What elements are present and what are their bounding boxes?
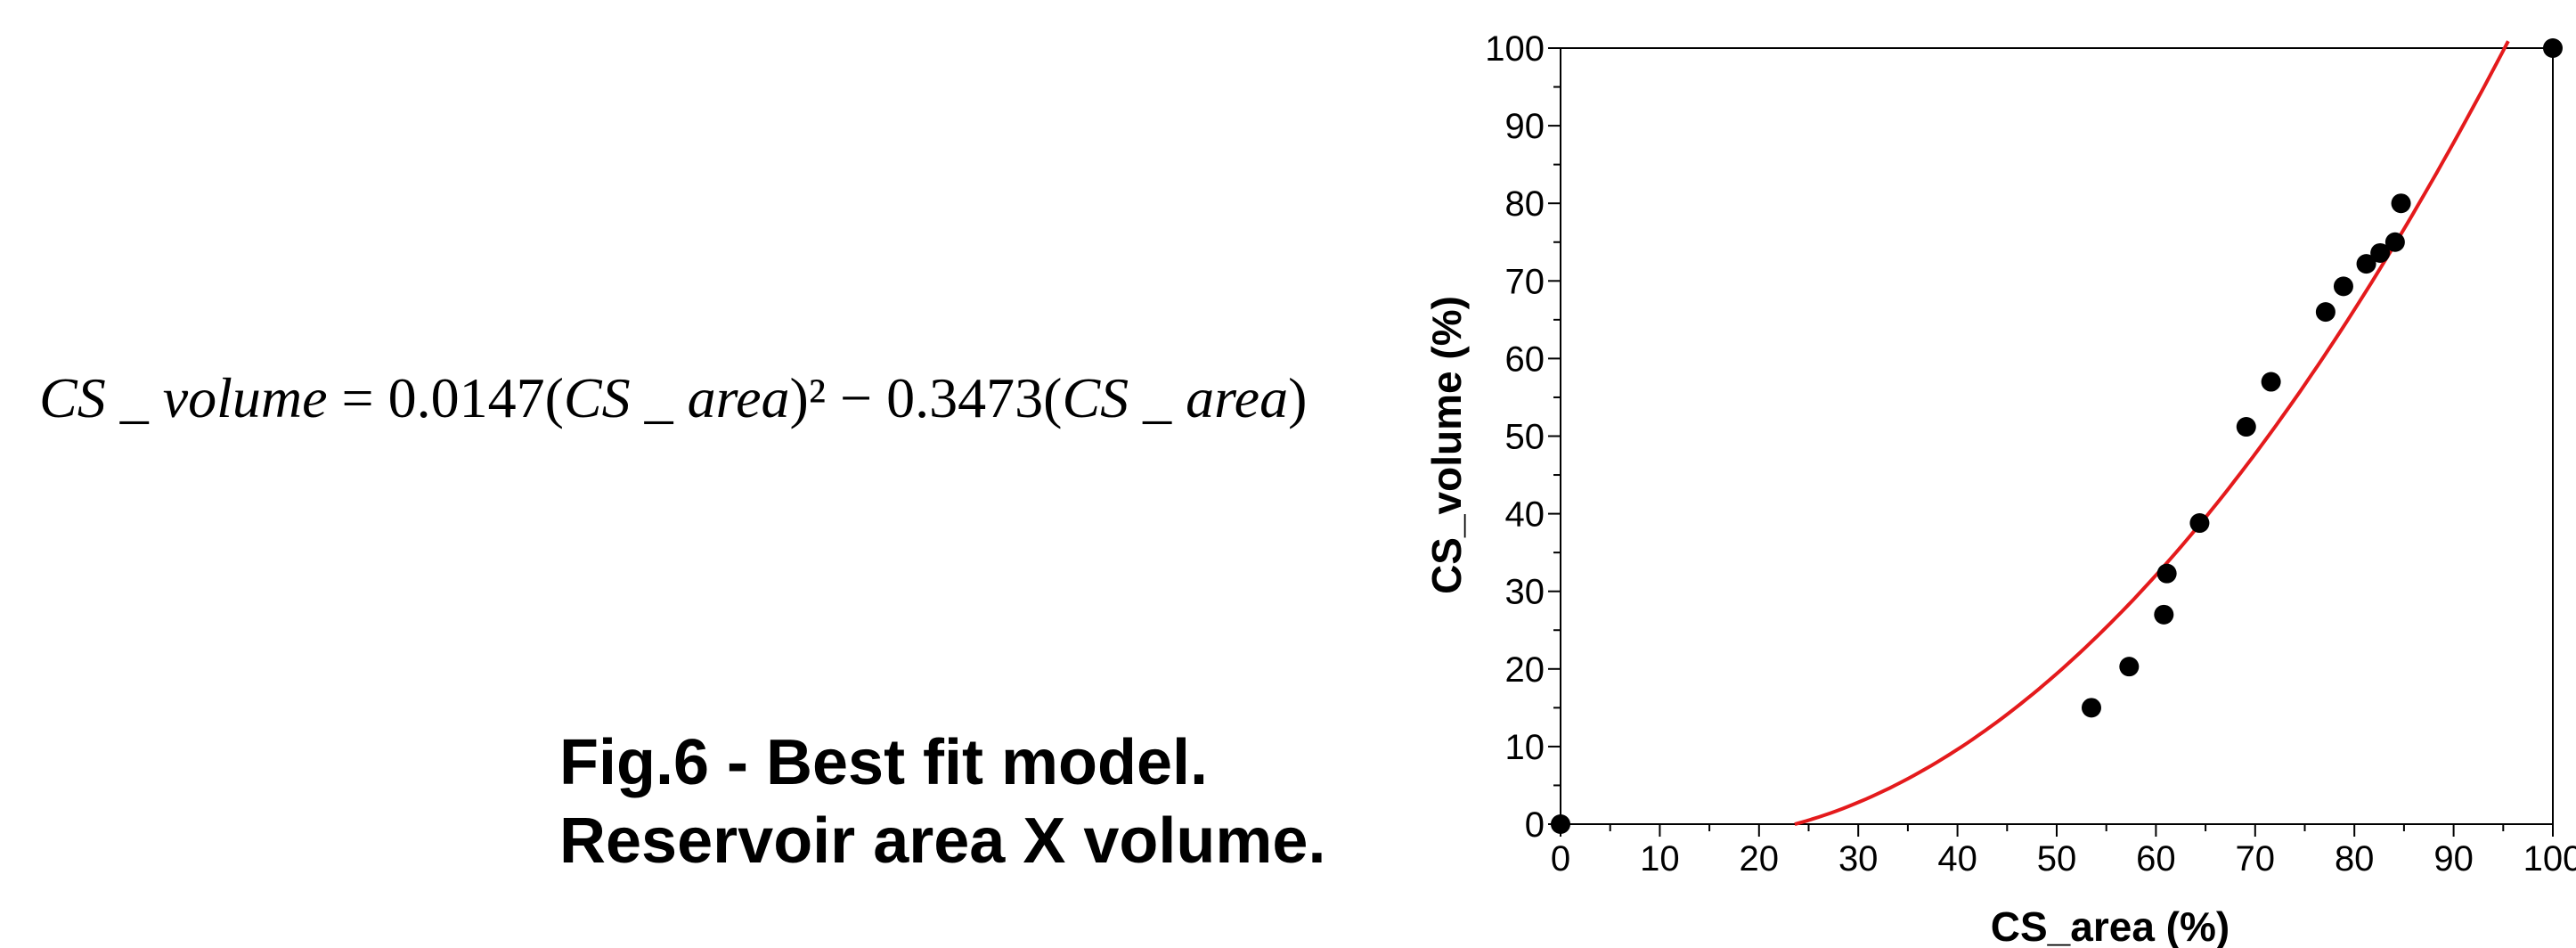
data-point <box>2261 372 2281 392</box>
y-tick-label: 50 <box>1505 418 1545 457</box>
equation-part-1: = 0.0147( <box>327 366 564 429</box>
data-point <box>2370 242 2391 263</box>
equation-var-b: CS _ area <box>1062 366 1289 429</box>
x-tick-label: 30 <box>1838 839 1879 879</box>
data-point <box>2391 193 2411 214</box>
y-tick-label: 30 <box>1505 573 1545 612</box>
x-tick-label: 10 <box>1640 839 1680 879</box>
data-point <box>2333 276 2353 297</box>
x-tick-label: 20 <box>1740 839 1780 879</box>
equation-part-2: )² − 0.3473( <box>789 366 1063 429</box>
data-point <box>2156 563 2177 584</box>
y-tick-label: 20 <box>1505 650 1545 690</box>
equation-lhs: CS _ volume <box>39 366 328 429</box>
fit-curve <box>1794 40 2510 827</box>
x-tick-label: 0 <box>1551 839 1570 879</box>
caption-line-2: Reservoir area X volume. <box>559 805 1326 877</box>
y-tick-label: 90 <box>1505 107 1545 146</box>
data-point <box>2356 254 2376 274</box>
x-tick-label: 70 <box>2236 839 2276 879</box>
y-tick-label: 40 <box>1505 495 1545 535</box>
x-tick-label: 100 <box>2523 839 2576 879</box>
data-point <box>2384 232 2405 252</box>
data-point <box>2236 417 2256 437</box>
x-tick-label: 40 <box>1937 839 1977 879</box>
data-point <box>1551 814 1570 834</box>
data-point <box>2081 698 2101 718</box>
data-point <box>2154 604 2174 625</box>
caption-line-1: Fig.6 - Best fit model. <box>559 727 1209 798</box>
data-point <box>2543 38 2563 58</box>
x-tick-label: 90 <box>2433 839 2474 879</box>
x-tick-label: 60 <box>2136 839 2176 879</box>
x-axis-title: CS_area (%) <box>1991 903 2230 948</box>
equation-var-a: CS _ area <box>563 366 790 429</box>
data-point <box>2315 302 2336 323</box>
data-point <box>2189 513 2210 534</box>
y-tick-label: 80 <box>1505 184 1545 224</box>
figure-caption: Fig.6 - Best fit model. Reservoir area X… <box>559 723 1325 880</box>
y-tick-label: 10 <box>1505 728 1545 767</box>
plot-frame <box>1560 47 2554 825</box>
equation-part-3: ) <box>1288 366 1308 429</box>
x-tick-label: 80 <box>2335 839 2375 879</box>
y-tick-label: 70 <box>1505 262 1545 301</box>
y-tick-label: 60 <box>1505 339 1545 379</box>
x-tick-label: 50 <box>2037 839 2077 879</box>
data-point <box>2119 657 2140 677</box>
y-tick-label: 100 <box>1485 29 1545 69</box>
y-tick-label: 0 <box>1525 805 1545 845</box>
y-axis-title: CS_volume (%) <box>1423 296 1470 594</box>
fit-equation: CS _ volume = 0.0147(CS _ area)² − 0.347… <box>39 365 1307 431</box>
